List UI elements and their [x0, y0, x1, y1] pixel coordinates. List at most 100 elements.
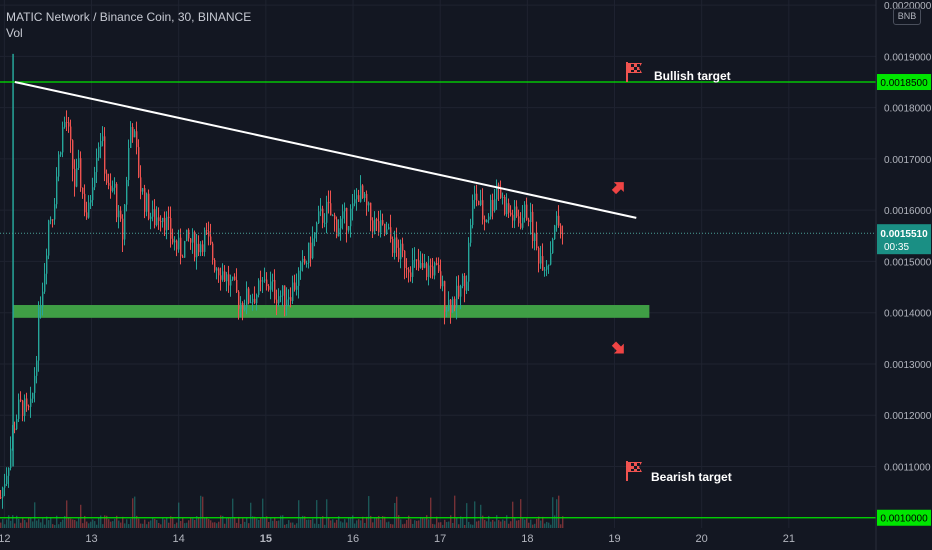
candle-body — [22, 400, 24, 416]
candle-body — [266, 279, 268, 287]
candle-body — [146, 193, 148, 212]
candle-body — [344, 208, 346, 212]
candle-body — [520, 223, 522, 228]
volume-bar — [256, 518, 258, 528]
candle-body — [434, 262, 436, 276]
volume-bar — [154, 518, 156, 528]
currency-badge[interactable]: BNB — [893, 8, 921, 25]
drawing-lines[interactable] — [0, 81, 876, 519]
candle-body — [458, 285, 460, 297]
volume-bar — [470, 524, 472, 528]
volume-bar — [250, 502, 252, 528]
candle-body — [352, 203, 354, 209]
volume-bar — [382, 516, 384, 528]
candle-body — [274, 280, 276, 300]
candle-body — [398, 247, 400, 260]
candle-body — [96, 157, 98, 173]
candle-body — [342, 211, 344, 219]
candle-body — [338, 228, 340, 237]
candle-body — [416, 259, 418, 261]
volume-bar — [424, 518, 426, 528]
candle-body — [262, 280, 264, 282]
candle-body — [248, 288, 250, 303]
time-axis[interactable]: 12 13 14 15 16 17 18 19 20 21 — [0, 533, 795, 545]
candle-body — [114, 183, 116, 188]
candle-body — [440, 271, 442, 287]
price-tick-label: 0.0015000 — [884, 257, 932, 268]
volume-bar — [208, 519, 210, 528]
candle-body — [444, 281, 446, 312]
candle-body — [28, 406, 30, 408]
volume-bar — [402, 524, 404, 528]
volume-bar — [126, 519, 128, 528]
price-axis[interactable]: 0.0011000 0.0012000 0.0013000 0.0014000 0.00… — [884, 1, 932, 473]
candle-body — [406, 268, 408, 270]
candle-body — [480, 200, 482, 205]
target-price-tag — [877, 509, 931, 526]
volume-bar — [336, 519, 338, 528]
volume-bar — [6, 519, 8, 528]
candle-body — [408, 269, 410, 273]
volume-bar — [142, 523, 144, 528]
last-price-tag — [877, 224, 931, 255]
volume-bar — [212, 522, 214, 528]
volume-bar — [320, 517, 322, 528]
volume-bar — [36, 520, 38, 528]
volume-bar — [226, 517, 228, 528]
volume-bar — [146, 524, 148, 528]
volume-bar — [498, 520, 500, 528]
volume-bar — [468, 521, 470, 528]
volume-bar — [316, 500, 318, 528]
candle-body — [150, 216, 152, 219]
volume-bar — [278, 520, 280, 528]
candle-body — [222, 271, 224, 280]
time-tick-label: 16 — [347, 533, 359, 545]
candle-body — [364, 193, 366, 199]
candle-body — [464, 275, 466, 291]
volume-bar — [500, 521, 502, 528]
volume-bar — [140, 523, 142, 528]
candle-body — [380, 220, 382, 233]
candle-body — [136, 131, 138, 148]
symbol-title[interactable]: MATIC Network / Binance Coin, 30, BINANC… — [6, 10, 252, 24]
volume-bar — [8, 515, 10, 528]
candle-body — [122, 218, 124, 240]
volume-bar — [332, 519, 334, 528]
volume-bar — [474, 501, 476, 528]
candle-body — [18, 399, 20, 419]
volume-bar — [554, 515, 556, 528]
candle-body — [514, 206, 516, 221]
candle-body — [282, 285, 284, 296]
candle-body — [488, 216, 490, 221]
bearish-target-annotation[interactable]: Bearish target — [626, 461, 732, 484]
volume-bar — [222, 515, 224, 528]
candle-body — [322, 208, 324, 223]
arrow-down-icon — [611, 341, 624, 354]
candle-body — [424, 263, 426, 268]
bullish-target-annotation[interactable]: Bullish target — [626, 62, 731, 83]
volume-bar — [122, 516, 124, 528]
volume-bar — [414, 520, 416, 528]
candle-body — [294, 282, 296, 290]
time-tick-label: 12 — [0, 533, 10, 545]
candle-body — [68, 122, 70, 127]
candle-body — [302, 258, 304, 263]
candle-body — [296, 285, 298, 290]
candle-body — [192, 232, 194, 243]
candle-body — [542, 256, 544, 271]
volume-label[interactable]: Vol — [6, 26, 23, 40]
volume-bar — [464, 524, 466, 528]
candle-body — [16, 418, 18, 430]
volume-bar — [136, 515, 138, 528]
candle-body — [286, 299, 288, 307]
candle-body — [326, 201, 328, 223]
volume-bar — [534, 523, 536, 528]
candle-body — [98, 146, 100, 158]
candle-body — [232, 276, 234, 280]
volume-bar — [252, 516, 254, 528]
volume-bar — [448, 521, 450, 528]
candle-body — [506, 203, 508, 215]
volume-bar — [262, 498, 264, 528]
volume-bar — [296, 523, 298, 528]
